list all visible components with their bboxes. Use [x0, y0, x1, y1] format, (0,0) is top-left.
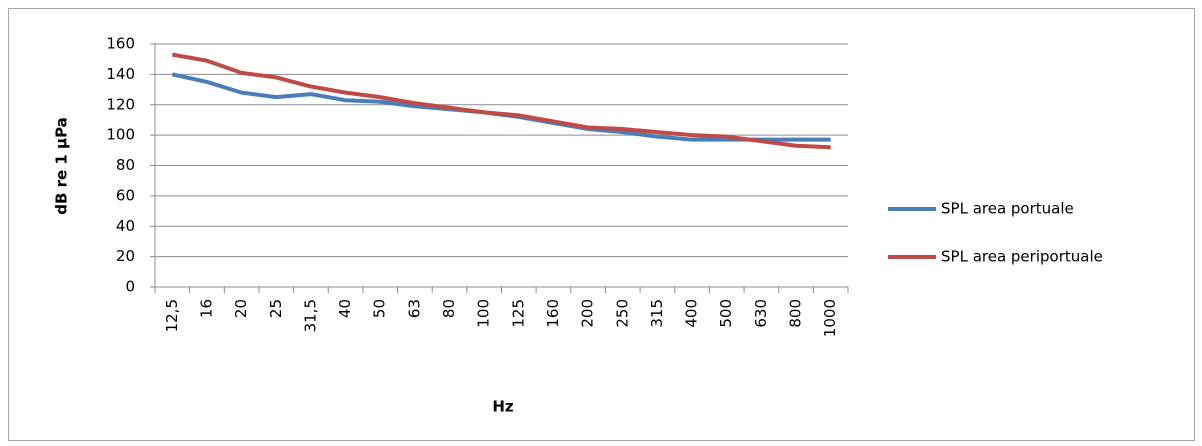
x-tick-label: 31,5: [301, 299, 319, 332]
chart-frame: [8, 8, 1195, 441]
x-tick-label: 20: [232, 299, 250, 318]
x-tick-label: 160: [544, 299, 562, 328]
x-tick-label: 250: [613, 299, 631, 328]
x-tick-label: 500: [717, 299, 735, 328]
y-tick-label: 160: [106, 35, 135, 53]
x-axis-label: Hz: [492, 398, 514, 416]
y-tick-label: 140: [106, 65, 135, 83]
x-tick-label: 12,5: [163, 299, 181, 332]
x-tick-label: 50: [371, 299, 389, 318]
x-tick-label: 1000: [821, 299, 839, 337]
x-tick-label: 125: [509, 299, 527, 328]
y-tick-label: 40: [116, 217, 135, 235]
legend-label: SPL area portuale: [941, 200, 1074, 218]
x-tick-label: 80: [440, 299, 458, 318]
y-tick-label: 60: [116, 186, 135, 204]
x-tick-label: 800: [787, 299, 805, 328]
x-tick-label: 100: [475, 299, 493, 328]
y-tick-label: 0: [125, 278, 135, 296]
y-axis-label: dB re 1 µPa: [53, 117, 71, 215]
y-tick-label: 20: [116, 247, 135, 265]
x-tick-label: 25: [267, 299, 285, 318]
x-tick-label: 400: [683, 299, 701, 328]
y-tick-label: 100: [106, 126, 135, 144]
x-tick-label: 315: [648, 299, 666, 328]
line-series: [171, 52, 831, 150]
x-tick-label: 630: [752, 299, 770, 328]
x-tick-label: 200: [579, 299, 597, 328]
y-tick-label: 80: [116, 156, 135, 174]
x-tick-label: 16: [197, 299, 215, 318]
legend-label: SPL area periportuale: [941, 248, 1103, 266]
y-tick-label: 120: [106, 95, 135, 113]
x-tick-label: 40: [336, 299, 354, 318]
x-tick-label: 63: [405, 299, 423, 318]
